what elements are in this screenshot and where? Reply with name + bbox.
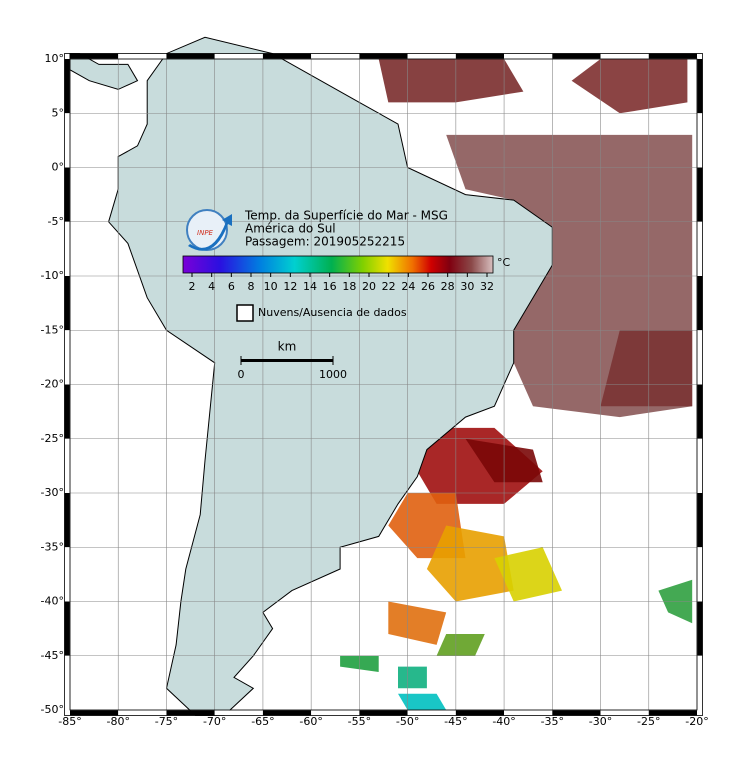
colorbar-label: 4 xyxy=(208,280,215,293)
lon-tick-label: -70° xyxy=(203,715,226,728)
colorbar-label: 20 xyxy=(362,280,376,293)
lat-tick-label: -25° xyxy=(41,432,64,445)
colorbar-label: 18 xyxy=(342,280,356,293)
colorbar xyxy=(182,255,494,274)
colorbar-label: 10 xyxy=(264,280,278,293)
lon-tick-label: -30° xyxy=(589,715,612,728)
lon-tick-label: -20° xyxy=(685,715,708,728)
land xyxy=(108,36,553,716)
sst-patch xyxy=(388,601,447,645)
lon-tick-label: -85° xyxy=(58,715,81,728)
lat-tick-label: 0° xyxy=(52,161,65,174)
lat-tick-label: -5° xyxy=(48,215,64,228)
title-line: Passagem: 201905252215 xyxy=(245,235,405,249)
colorbar-unit: °C xyxy=(497,256,511,269)
lon-tick-label: -40° xyxy=(492,715,515,728)
colorbar-label: 28 xyxy=(441,280,455,293)
sst-patch xyxy=(494,547,562,602)
legend-swatch xyxy=(236,304,254,322)
lon-tick-label: -75° xyxy=(155,715,178,728)
lat-tick-label: -35° xyxy=(41,540,64,553)
colorbar-label: 30 xyxy=(460,280,474,293)
colorbar-label: 2 xyxy=(189,280,196,293)
lon-tick-label: -60° xyxy=(299,715,322,728)
lon-tick-label: -45° xyxy=(444,715,467,728)
colorbar-label: 12 xyxy=(283,280,297,293)
scale-end: 1000 xyxy=(319,368,347,381)
title-line: Temp. da Superfície do Mar - MSG xyxy=(244,209,448,223)
lat-tick-label: -50° xyxy=(41,703,64,716)
colorbar-label: 22 xyxy=(382,280,396,293)
colorbar-label: 32 xyxy=(480,280,494,293)
lon-tick-label: -55° xyxy=(348,715,371,728)
colorbar-label: 16 xyxy=(323,280,337,293)
scale-bar xyxy=(241,359,333,362)
frame-outline xyxy=(64,53,703,716)
logo-text: INPE xyxy=(197,229,214,237)
sst-patch xyxy=(398,693,447,710)
lon-tick-label: -80° xyxy=(106,715,129,728)
sst-patch xyxy=(378,59,524,103)
lat-tick-label: 5° xyxy=(52,106,65,119)
colorbar-label: 14 xyxy=(303,280,317,293)
lat-tick-label: 10° xyxy=(45,52,65,65)
lat-tick-label: -15° xyxy=(41,323,64,336)
scale-start: 0 xyxy=(238,368,245,381)
colorbar-label: 26 xyxy=(421,280,435,293)
sst-patch xyxy=(426,525,514,602)
lat-tick-label: -40° xyxy=(41,595,64,608)
frame-inner xyxy=(69,58,698,711)
title-line: América do Sul xyxy=(245,222,336,236)
colorbar-label: 6 xyxy=(228,280,235,293)
lon-tick-label: -25° xyxy=(637,715,660,728)
lon-tick-label: -65° xyxy=(251,715,274,728)
map xyxy=(69,36,698,716)
sst-patch xyxy=(398,666,427,689)
lon-tick-label: -50° xyxy=(396,715,419,728)
lon-tick-label: -35° xyxy=(541,715,564,728)
sst-patch xyxy=(436,634,485,656)
lat-tick-label: -45° xyxy=(41,649,64,662)
lat-tick-label: -30° xyxy=(41,486,64,499)
sst-patch xyxy=(571,59,688,114)
logo-arrow xyxy=(188,214,232,251)
colorbar-label: 24 xyxy=(401,280,415,293)
sst-patch xyxy=(600,330,693,407)
lat-tick-label: -20° xyxy=(41,378,64,391)
scale-unit: km xyxy=(278,340,297,354)
lat-tick-label: -10° xyxy=(41,269,64,282)
colorbar-label: 8 xyxy=(248,280,255,293)
legend-label: Nuvens/Ausencia de dados xyxy=(258,306,407,319)
